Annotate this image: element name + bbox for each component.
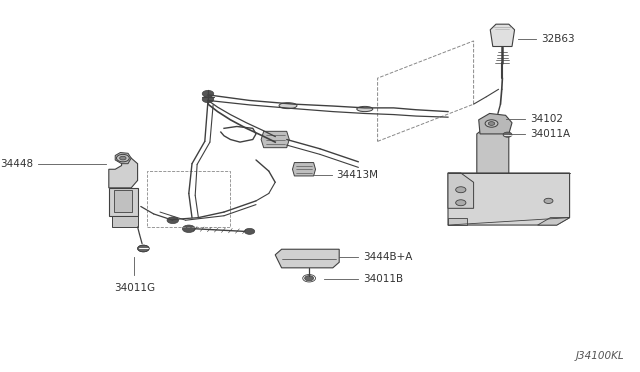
Polygon shape bbox=[109, 158, 138, 188]
Circle shape bbox=[116, 154, 129, 162]
Circle shape bbox=[138, 245, 149, 252]
Circle shape bbox=[456, 187, 466, 193]
Polygon shape bbox=[448, 173, 570, 225]
Polygon shape bbox=[448, 218, 467, 225]
Text: 34102: 34102 bbox=[530, 114, 563, 124]
Polygon shape bbox=[115, 153, 131, 164]
Circle shape bbox=[120, 156, 126, 160]
Polygon shape bbox=[490, 24, 515, 46]
Text: 32B63: 32B63 bbox=[541, 34, 575, 44]
Polygon shape bbox=[477, 126, 509, 173]
Text: 34413M: 34413M bbox=[337, 170, 379, 180]
Circle shape bbox=[202, 90, 214, 97]
Circle shape bbox=[544, 198, 553, 203]
Text: J34100KL: J34100KL bbox=[575, 351, 624, 361]
Text: 34011G: 34011G bbox=[114, 283, 155, 293]
Polygon shape bbox=[112, 216, 138, 227]
Circle shape bbox=[488, 122, 495, 125]
Polygon shape bbox=[275, 249, 339, 268]
Circle shape bbox=[485, 120, 498, 127]
Polygon shape bbox=[261, 131, 289, 148]
Circle shape bbox=[305, 276, 314, 281]
Polygon shape bbox=[448, 173, 474, 208]
Circle shape bbox=[202, 96, 214, 103]
Ellipse shape bbox=[357, 106, 372, 112]
Text: 3444B+A: 3444B+A bbox=[364, 252, 413, 262]
Polygon shape bbox=[479, 113, 512, 134]
Polygon shape bbox=[109, 188, 138, 216]
Text: 34011B: 34011B bbox=[364, 274, 404, 284]
Polygon shape bbox=[292, 163, 316, 176]
Circle shape bbox=[456, 200, 466, 206]
Text: 34011A: 34011A bbox=[530, 129, 570, 139]
Ellipse shape bbox=[279, 103, 297, 109]
Circle shape bbox=[167, 217, 179, 224]
Polygon shape bbox=[538, 218, 570, 225]
Circle shape bbox=[503, 132, 512, 137]
Circle shape bbox=[244, 228, 255, 234]
Polygon shape bbox=[114, 190, 132, 212]
Text: 34448: 34448 bbox=[0, 159, 33, 169]
Circle shape bbox=[182, 225, 195, 232]
